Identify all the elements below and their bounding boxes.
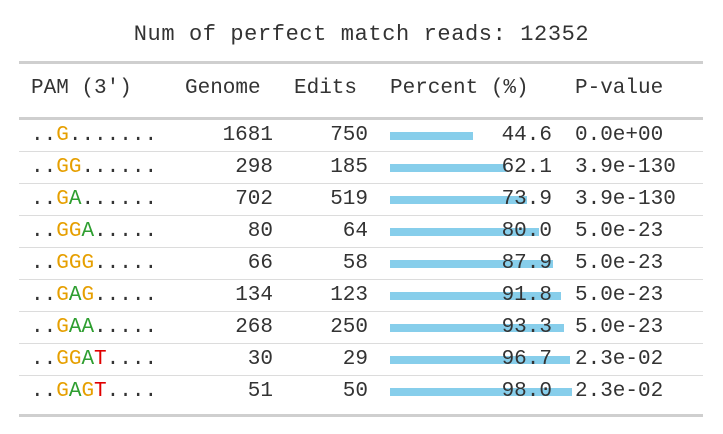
edits-count: 29 [342, 348, 368, 371]
genome-count: 66 [247, 252, 273, 275]
p-value: 3.9e-130 [575, 188, 676, 211]
row-divider [19, 343, 703, 344]
p-value: 0.0e+00 [575, 124, 664, 147]
pam-sequence: ..GAGT.... [31, 380, 158, 403]
p-value: 5.0e-23 [575, 316, 664, 339]
header-edits: Edits [294, 77, 358, 100]
percent-bar [390, 228, 539, 236]
percent-bar [390, 260, 553, 268]
edits-count: 123 [330, 284, 368, 307]
table-top-rule [19, 61, 703, 64]
p-value: 5.0e-23 [575, 284, 664, 307]
percent-bar [390, 356, 570, 364]
row-divider [19, 279, 703, 280]
edits-count: 250 [330, 316, 368, 339]
pam-sequence: ..GGA..... [31, 220, 158, 243]
genome-count: 30 [247, 348, 273, 371]
genome-count: 134 [235, 284, 273, 307]
percent-value: 93.3 [501, 316, 552, 339]
percent-bar [390, 388, 572, 396]
genome-count: 1681 [222, 124, 273, 147]
p-value: 5.0e-23 [575, 220, 664, 243]
genome-count: 51 [247, 380, 273, 403]
row-divider [19, 183, 703, 184]
header-pvalue: P-value [575, 77, 664, 100]
table-row: ..GGA..... 80 64 80.0 5.0e-23 [19, 216, 703, 248]
p-value: 3.9e-130 [575, 156, 676, 179]
table-row: ..GAG..... 134 123 91.8 5.0e-23 [19, 280, 703, 312]
header-percent: Percent (%) [390, 77, 529, 100]
edits-count: 58 [342, 252, 368, 275]
percent-bar [390, 132, 473, 140]
percent-value: 62.1 [501, 156, 552, 179]
table-row: ..G....... 1681 750 44.6 0.0e+00 [19, 120, 703, 152]
table-row: ..GAGT.... 51 50 98.0 2.3e-02 [19, 376, 703, 408]
table-title: Num of perfect match reads: 12352 [133, 22, 590, 47]
percent-value: 80.0 [501, 220, 552, 243]
genome-count: 268 [235, 316, 273, 339]
edits-count: 50 [342, 380, 368, 403]
percent-bar [390, 324, 564, 332]
table-row: ..GAA..... 268 250 93.3 5.0e-23 [19, 312, 703, 344]
percent-value: 96.7 [501, 348, 552, 371]
percent-value: 44.6 [501, 124, 552, 147]
percent-value: 91.8 [501, 284, 552, 307]
pam-sequence: ..GGAT.... [31, 348, 158, 371]
p-value: 5.0e-23 [575, 252, 664, 275]
pam-sequence: ..GGG..... [31, 252, 158, 275]
header-genome: Genome [185, 77, 261, 100]
row-divider [19, 375, 703, 376]
edits-count: 519 [330, 188, 368, 211]
table-row: ..GG...... 298 185 62.1 3.9e-130 [19, 152, 703, 184]
table-row: ..GGG..... 66 58 87.9 5.0e-23 [19, 248, 703, 280]
genome-count: 298 [235, 156, 273, 179]
table-row: ..GGAT.... 30 29 96.7 2.3e-02 [19, 344, 703, 376]
edits-count: 185 [330, 156, 368, 179]
table-row: ..GA...... 702 519 73.9 3.9e-130 [19, 184, 703, 216]
p-value: 2.3e-02 [575, 380, 664, 403]
genome-count: 702 [235, 188, 273, 211]
table-header-rule [19, 117, 703, 120]
row-divider [19, 151, 703, 152]
pam-sequence: ..G....... [31, 124, 158, 147]
genome-count: 80 [247, 220, 273, 243]
row-divider [19, 247, 703, 248]
percent-bar [390, 196, 527, 204]
pam-sequence: ..GG...... [31, 156, 158, 179]
edits-count: 64 [342, 220, 368, 243]
table-bottom-rule [19, 414, 703, 417]
row-divider [19, 311, 703, 312]
percent-value: 73.9 [501, 188, 552, 211]
header-pam: PAM (3') [31, 77, 132, 100]
edits-count: 750 [330, 124, 368, 147]
pam-sequence: ..GA...... [31, 188, 158, 211]
percent-bar [390, 164, 506, 172]
pam-sequence: ..GAA..... [31, 316, 158, 339]
row-divider [19, 215, 703, 216]
pam-sequence: ..GAG..... [31, 284, 158, 307]
percent-value: 87.9 [501, 252, 552, 275]
p-value: 2.3e-02 [575, 348, 664, 371]
percent-value: 98.0 [501, 380, 552, 403]
percent-bar [390, 292, 561, 300]
